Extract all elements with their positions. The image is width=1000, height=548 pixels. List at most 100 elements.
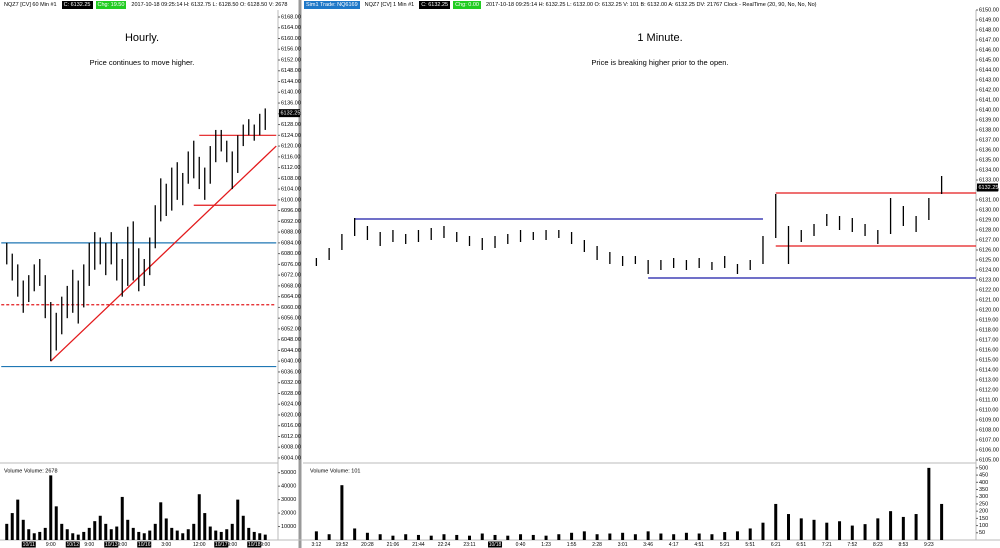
last-price-box [279, 109, 300, 118]
y-tick-label: 6133.00 [979, 177, 999, 183]
y-tick-label: 6116.00 [281, 154, 300, 160]
y-tick-label: 6096.00 [281, 208, 301, 214]
volume-bar [137, 531, 141, 540]
volume-bar [480, 533, 484, 540]
x-tick-label: 3:46 [643, 542, 653, 548]
volume-bar [27, 529, 31, 540]
y-tick-label: 6060.00 [281, 305, 301, 311]
volume-bar [82, 531, 86, 540]
y-tick-label: 6128.00 [979, 227, 999, 233]
y-tick-label: 6107.00 [979, 437, 999, 443]
volume-tick-label: 50000 [281, 470, 296, 476]
volume-bar [142, 533, 146, 540]
y-tick-label: 6143.00 [979, 77, 999, 83]
y-tick-label: 6127.00 [979, 237, 999, 243]
volume-bar [109, 529, 113, 540]
volume-bar [927, 467, 931, 540]
y-tick-label: 6114.00 [979, 367, 998, 373]
last-price-label: 6132.25 [979, 185, 999, 191]
volume-bar [76, 534, 80, 540]
y-tick-label: 6024.00 [281, 402, 301, 408]
volume-bar [570, 532, 574, 540]
y-tick-label: 6125.00 [979, 257, 999, 263]
x-tick-label: 10/13 [105, 542, 118, 548]
volume-bar [115, 526, 119, 540]
volume-bar [876, 518, 880, 540]
volume-bar [557, 534, 561, 540]
y-tick-label: 6144.00 [281, 79, 301, 85]
volume-bar [175, 530, 179, 540]
date-box [247, 541, 262, 548]
volume-bar [247, 527, 251, 540]
y-tick-label: 6008.00 [281, 445, 301, 451]
volume-bar [493, 534, 497, 540]
volume-bar [236, 499, 240, 540]
x-tick-label: 9:00 [84, 542, 94, 548]
x-tick-label: 20:28 [361, 542, 374, 548]
x-tick-label: 6:51 [796, 542, 806, 548]
volume-bar [98, 515, 102, 540]
volume-bar [901, 516, 905, 540]
y-tick-label: 6120.00 [979, 307, 999, 313]
volume-bar [164, 518, 168, 540]
volume-bar [531, 534, 535, 540]
last-price-label: 6132.25 [281, 111, 301, 117]
y-tick-label: 6048.00 [281, 337, 301, 343]
x-tick-label: 1:55 [567, 542, 577, 548]
volume-bar [54, 506, 58, 540]
y-tick-label: 6124.00 [281, 133, 301, 139]
volume-tick-label: 500 [979, 465, 988, 471]
chart-title: 1 Minute. [637, 32, 682, 44]
header-item: 2017-10-18 09:25:14 H: 6132.75 L: 6128.5… [131, 1, 288, 8]
y-tick-label: 6064.00 [281, 294, 301, 300]
volume-bar [104, 523, 108, 540]
header-left: NQZ7 [CV] 60 Min #1 C: 6132.25 Chg: 19.50 2… [2, 0, 298, 9]
volume-bar [214, 530, 218, 540]
volume-bar [787, 514, 790, 540]
y-tick-label: 6108.00 [979, 427, 999, 433]
volume-bar [416, 534, 420, 540]
volume-tick-label: 20000 [281, 511, 296, 517]
y-tick-label: 6110.00 [979, 407, 998, 413]
y-tick-label: 6113.00 [979, 377, 998, 383]
y-tick-label: 6080.00 [281, 251, 301, 257]
volume-bar [429, 535, 433, 540]
volume-bar [314, 531, 318, 540]
y-tick-label: 6088.00 [281, 230, 301, 236]
volume-bar [378, 534, 382, 540]
y-tick-label: 6136.00 [979, 147, 999, 153]
trend-line [50, 145, 277, 362]
y-tick-label: 6068.00 [281, 283, 301, 289]
y-tick-label: 6119.00 [979, 317, 998, 323]
y-tick-label: 6108.00 [281, 176, 301, 182]
y-tick-label: 6105.00 [979, 457, 999, 463]
y-tick-label: 6040.00 [281, 359, 301, 365]
volume-bar [131, 527, 135, 540]
header-item: NQZ7 [CV] 1 Min #1 [364, 1, 415, 8]
volume-bar [208, 526, 212, 540]
y-tick-label: 6028.00 [281, 391, 301, 397]
y-tick-label: 6076.00 [281, 262, 301, 268]
date-box [488, 541, 503, 548]
y-tick-label: 6118.00 [979, 327, 998, 333]
x-tick-label: 10/17 [215, 542, 228, 548]
x-tick-label: 5:21 [720, 542, 730, 548]
volume-bar [863, 524, 867, 540]
y-tick-label: 6104.00 [281, 187, 301, 193]
x-tick-label: 3:00 [161, 542, 171, 548]
volume-bar [252, 531, 256, 540]
volume-bar [761, 522, 765, 540]
volume-tick-label: 30000 [281, 497, 296, 503]
x-tick-label: 19:52 [336, 542, 349, 548]
x-tick-label: 8:23 [873, 542, 883, 548]
y-tick-label: 6016.00 [281, 423, 301, 429]
x-tick-label: 4:17 [669, 542, 679, 548]
volume-bar [93, 521, 97, 540]
y-tick-label: 6138.00 [979, 127, 999, 133]
header-item: Sim1 Trade: NQ6169 [304, 0, 360, 9]
volume-bar [889, 511, 893, 540]
x-tick-label: 10/12 [66, 542, 79, 548]
volume-bar [633, 534, 637, 540]
volume-bar [608, 533, 612, 540]
y-tick-label: 6012.00 [281, 434, 301, 440]
